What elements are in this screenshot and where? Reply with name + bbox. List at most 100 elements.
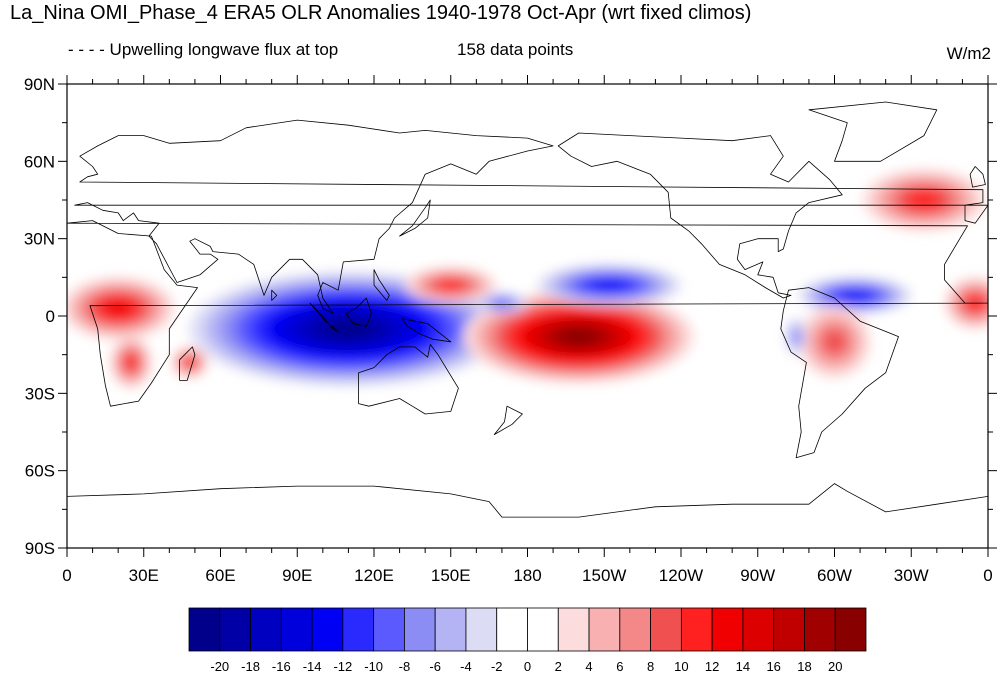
colorbar-label: 0	[524, 659, 531, 674]
colorbar-box	[219, 607, 251, 652]
longitude-labels: 0 30E 60E 90E 120E 150E 180 150W 120W 90W 60W 30W 0	[62, 566, 992, 585]
coast-north-america	[557, 132, 843, 299]
anomaly-region-12-level-3	[791, 328, 801, 345]
lat-label: 30S	[25, 384, 55, 403]
colorbar-label: -10	[364, 659, 383, 674]
colorbar-box	[434, 607, 467, 652]
colorbar-label: -4	[460, 659, 472, 674]
lat-label: 90N	[24, 75, 55, 94]
anomaly-region-7-level-4	[822, 329, 847, 354]
colorbar-label: -2	[491, 659, 503, 674]
coast-new-guinea	[401, 318, 452, 343]
colorbar-label: -8	[399, 659, 411, 674]
lon-label: 90E	[282, 566, 312, 585]
colorbar-label: 4	[585, 659, 592, 674]
colorbar-labels: -20 -18 -16 -14 -12 -10 -8 -6 -4 -2 0 2 4 6 8 10 12 14 16 1…	[210, 659, 842, 674]
colorbar-label: 12	[705, 659, 719, 674]
lon-label: 120W	[659, 566, 703, 585]
colorbar-box	[188, 607, 221, 652]
lon-label: 0	[983, 566, 992, 585]
lon-label: 150E	[431, 566, 471, 585]
colorbar-box	[280, 607, 313, 652]
colorbar-label: 14	[736, 659, 750, 674]
colorbar-box	[527, 607, 559, 652]
coast-uk	[969, 166, 986, 188]
colorbar-box	[711, 607, 744, 652]
coastlines	[67, 101, 988, 548]
coast-new-zealand	[493, 405, 523, 435]
colorbar-box	[742, 607, 775, 652]
anomaly-region-4-level-5	[438, 280, 464, 290]
colorbar-box	[588, 607, 621, 652]
lat-label: 30N	[24, 230, 55, 249]
colorbar-label: 18	[797, 659, 811, 674]
lon-label: 150W	[582, 566, 626, 585]
colorbar-label: 20	[828, 659, 842, 674]
colorbar-label: -20	[210, 659, 229, 674]
coast-greenland	[808, 101, 938, 162]
colorbar-box	[250, 607, 282, 652]
colorbar-box	[619, 607, 651, 652]
latitude-labels: 90N 60N 30N 0 30S 60S 90S	[24, 75, 55, 558]
coast-philippines	[373, 269, 390, 301]
colorbar-label: -16	[272, 659, 291, 674]
lon-label: 0	[62, 566, 71, 585]
colorbar-box	[373, 607, 405, 652]
lat-label: 0	[46, 307, 55, 326]
coast-south-america	[780, 287, 899, 459]
anomaly-region-1-level-10	[562, 329, 596, 344]
coast-australia	[358, 344, 459, 415]
lon-label: 60W	[817, 566, 852, 585]
colorbar-label: -18	[241, 659, 260, 674]
colorbar-box	[773, 607, 805, 652]
coast-sumatra	[309, 302, 339, 332]
lon-label: 120E	[354, 566, 394, 585]
colorbar-label: 2	[555, 659, 562, 674]
lon-label: 90W	[740, 566, 775, 585]
lon-label: 180	[513, 566, 541, 585]
colorbar-box	[557, 607, 590, 652]
colorbar-box	[404, 607, 436, 652]
coast-indonesia-borneo	[345, 297, 372, 327]
chart-title: La_Nina OMI_Phase_4 ERA5 OLR Anomalies 1…	[10, 2, 752, 24]
colorbar-box	[342, 607, 375, 652]
anomaly-region-8-level-5	[907, 191, 941, 209]
data-points-label: 158 data points	[457, 40, 574, 59]
anomaly-region-2-level-6	[592, 280, 626, 290]
coast-africa	[67, 220, 988, 407]
coast-antarctica	[67, 483, 988, 548]
colorbar-box	[834, 607, 867, 652]
lon-label: 30E	[129, 566, 159, 585]
colorbar-box	[465, 607, 498, 652]
coast-sri-lanka	[271, 289, 278, 301]
colorbar-box	[311, 607, 344, 652]
colorbar-label: -14	[303, 659, 322, 674]
colorbar-label: -6	[429, 659, 441, 674]
anomaly-region-10-level-4	[493, 299, 511, 307]
colorbar-label: 8	[647, 659, 654, 674]
colorbar	[188, 607, 867, 652]
colorbar-box	[650, 607, 682, 652]
colorbar-box	[496, 607, 528, 652]
coast-eurasia	[74, 119, 988, 314]
anomaly-region-6-level-5	[125, 355, 137, 370]
colorbar-label: 16	[766, 659, 780, 674]
anomaly-region-0-level-10	[325, 320, 372, 337]
units-label: W/m2	[946, 44, 991, 63]
anomaly-region-3-level-6	[841, 291, 868, 300]
lon-label: 30W	[894, 566, 929, 585]
variable-label: - - - - Upwelling longwave flux at top	[68, 40, 339, 59]
colorbar-box	[804, 607, 836, 652]
axis-ticks	[58, 75, 997, 557]
colorbar-label: 6	[616, 659, 623, 674]
anomaly-region-5-level-6	[105, 301, 132, 316]
coast-japan	[399, 199, 431, 237]
lat-label: 60S	[25, 462, 55, 481]
colorbar-label: 10	[674, 659, 688, 674]
lon-label: 60E	[205, 566, 235, 585]
coast-madagascar	[179, 346, 196, 381]
lat-label: 60N	[24, 152, 55, 171]
anomaly-field	[67, 169, 988, 389]
lat-label: 90S	[25, 539, 55, 558]
